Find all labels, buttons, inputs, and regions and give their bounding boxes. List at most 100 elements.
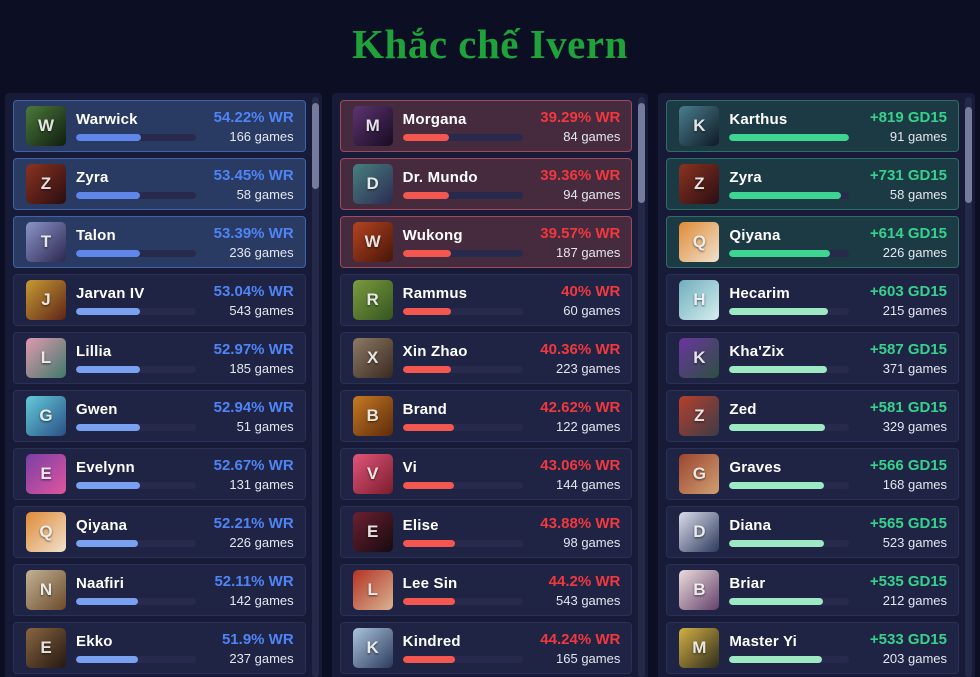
lee-sin-icon: L [352,570,393,610]
scrollbar[interactable] [311,97,319,677]
highest-winrate-panel: W Warwick 54.22% WR 166 games Z Zyra 53.… [5,93,322,677]
stat-bar [76,481,196,489]
champion-name: Dr. Mundo [402,168,478,186]
champion-name: Warwick [76,110,138,128]
rammus-icon: R [352,280,393,320]
champion-row[interactable]: N Naafiri 52.11% WR 142 games [13,564,306,616]
vi-icon: V [352,454,393,494]
scrollbar-thumb[interactable] [311,103,319,189]
stat-bar [402,597,523,605]
champion-row[interactable]: V Vi 43.06% WR 144 games [339,448,633,500]
brand-icon: B [352,396,393,436]
games-count: 523 games [882,534,948,550]
zyra-icon: Z [26,164,66,204]
stat-bar [402,539,523,547]
stat-value: 53.39% WR [213,224,294,242]
stat-value: +535 GD15 [869,572,948,590]
champion-row[interactable]: T Talon 53.39% WR 236 games [13,216,306,268]
stat-bar-fill [76,133,141,141]
champion-row[interactable]: W Wukong 39.57% WR 187 games [339,216,633,268]
champion-row[interactable]: D Diana +565 GD15 523 games [666,506,960,558]
stat-value: 54.22% WR [213,108,294,126]
champion-row[interactable]: G Graves +566 GD15 168 games [666,448,960,500]
stat-value: +587 GD15 [869,340,948,358]
naafiri-icon: N [26,570,66,610]
champion-name: Zyra [76,168,109,186]
elise-icon: E [352,512,393,552]
champion-row[interactable]: E Elise 43.88% WR 98 games [339,506,633,558]
champion-row[interactable]: Z Zyra 53.45% WR 58 games [13,158,306,210]
champion-row[interactable]: R Rammus 40% WR 60 games [339,274,633,326]
scrollbar[interactable] [965,97,973,677]
stat-bar-fill [402,249,451,257]
games-count: 543 games [556,592,621,608]
champion-row[interactable]: L Lee Sin 44.2% WR 543 games [339,564,633,616]
stat-bar-fill [402,597,456,605]
champion-row[interactable]: B Briar +535 GD15 212 games [666,564,960,616]
stat-bar [76,365,196,373]
champion-row[interactable]: M Morgana 39.29% WR 84 games [339,100,633,152]
stat-bar [402,655,523,663]
champion-row[interactable]: Z Zed +581 GD15 329 games [666,390,960,442]
stat-bar [729,481,850,489]
scrollbar[interactable] [638,97,646,677]
games-count: 226 games [229,534,294,550]
stat-bar [402,133,523,141]
games-count: 215 games [882,302,948,318]
champion-row[interactable]: D Dr. Mundo 39.36% WR 94 games [339,158,633,210]
champion-row[interactable]: Q Qiyana +614 GD15 226 games [666,216,960,268]
champion-name: Rammus [402,284,468,302]
champion-row[interactable]: K Kha'Zix +587 GD15 371 games [666,332,960,384]
champion-name: Jarvan IV [76,284,145,302]
stat-value: +565 GD15 [869,514,948,532]
champion-row[interactable]: E Evelynn 52.67% WR 131 games [13,448,306,500]
champion-name: Morgana [402,110,467,128]
karthus-icon: K [679,106,720,146]
games-count: 371 games [882,360,948,376]
stat-value: 44.2% WR [548,572,621,590]
games-count: 165 games [556,650,621,666]
scrollbar-thumb[interactable] [965,107,973,203]
champion-row[interactable]: L Lillia 52.97% WR 185 games [13,332,306,384]
stat-value: 39.29% WR [540,108,621,126]
stat-value: +819 GD15 [869,108,948,126]
champion-row[interactable]: H Hecarim +603 GD15 215 games [666,274,960,326]
champion-name: Qiyana [76,516,128,534]
champion-row[interactable]: W Warwick 54.22% WR 166 games [13,100,306,152]
master-yi-icon: M [679,628,720,668]
kindred-icon: K [352,628,393,668]
stat-bar [729,307,850,315]
champion-name: Gwen [76,400,118,418]
champion-row[interactable]: X Xin Zhao 40.36% WR 223 games [339,332,633,384]
champion-name: Wukong [402,226,463,244]
jarvan-iv-icon: J [26,280,66,320]
champion-row[interactable]: J Jarvan IV 53.04% WR 543 games [13,274,306,326]
stat-bar-fill [729,365,827,373]
briar-icon: B [679,570,720,610]
champion-row[interactable]: G Gwen 52.94% WR 51 games [13,390,306,442]
stat-bar [402,423,523,431]
champion-name: Vi [402,458,417,476]
games-count: 212 games [882,592,948,608]
stat-bar-fill [402,423,455,431]
stat-bar [76,423,196,431]
games-count: 144 games [556,476,621,492]
champion-name: Talon [76,226,116,244]
champion-row[interactable]: B Brand 42.62% WR 122 games [339,390,633,442]
games-count: 226 games [882,244,948,260]
stat-value: 52.97% WR [213,340,294,358]
stat-value: 52.11% WR [214,572,294,590]
champion-name: Lillia [76,342,112,360]
champion-row[interactable]: M Master Yi +533 GD15 203 games [666,622,960,674]
champion-row[interactable]: Z Zyra +731 GD15 58 games [666,158,960,210]
champion-row[interactable]: Q Qiyana 52.21% WR 226 games [13,506,306,558]
scrollbar-thumb[interactable] [638,103,646,203]
champion-row[interactable]: K Karthus +819 GD15 91 games [666,100,960,152]
champion-row[interactable]: K Kindred 44.24% WR 165 games [339,622,633,674]
champion-row[interactable]: E Ekko 51.9% WR 237 games [13,622,306,674]
stat-value: 39.57% WR [540,224,621,242]
stat-bar-fill [76,597,139,605]
games-count: 91 games [889,128,948,144]
rows-container: W Warwick 54.22% WR 166 games Z Zyra 53.… [13,100,306,674]
rows-container: M Morgana 39.29% WR 84 games D Dr. Mundo… [339,100,633,674]
